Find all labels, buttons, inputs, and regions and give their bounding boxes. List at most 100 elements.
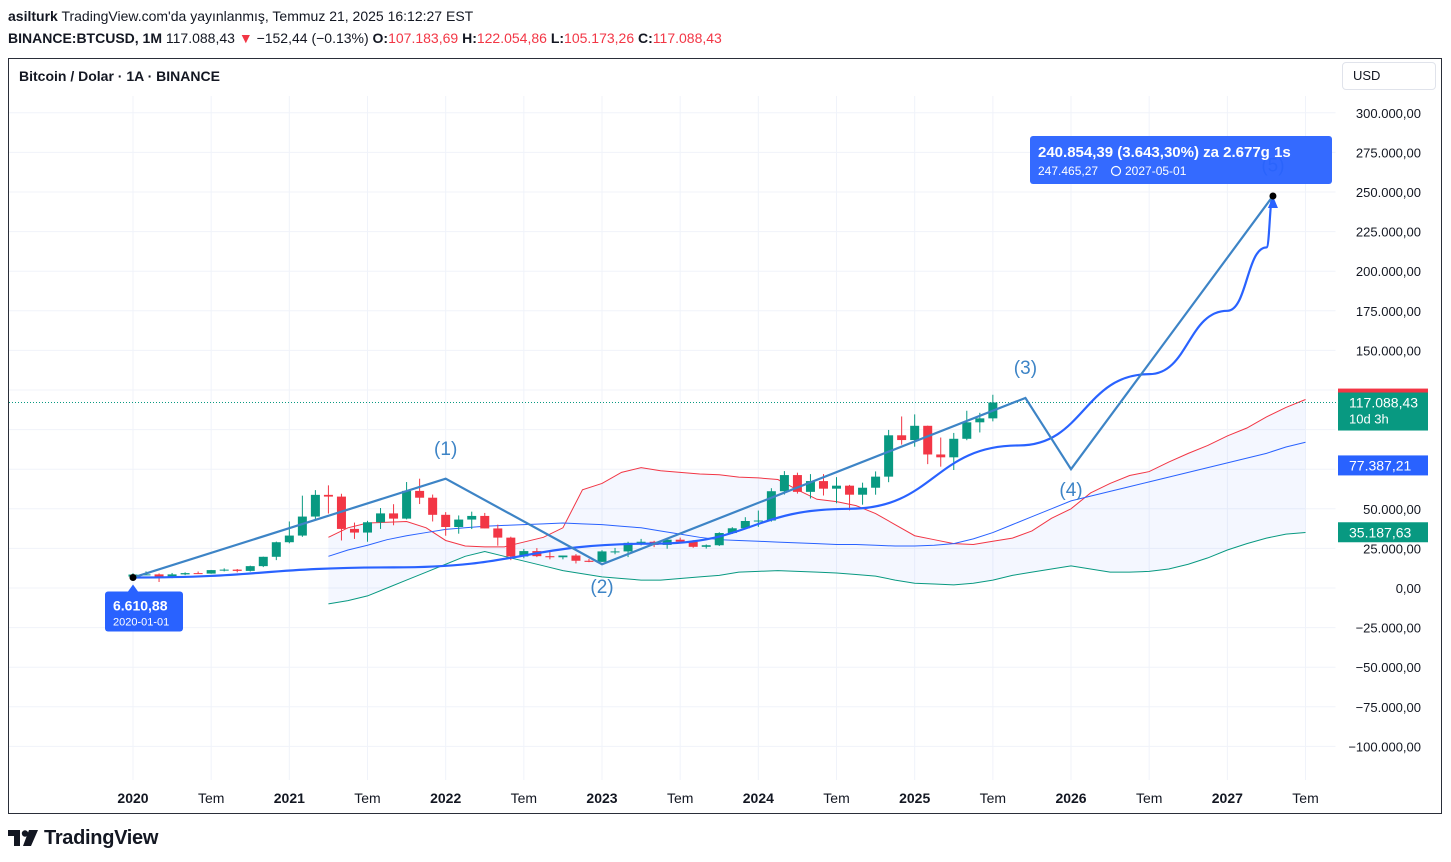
candle-body (675, 539, 685, 542)
y-tick-label: −25.000,00 (1356, 621, 1421, 636)
x-tick-label: Tem (980, 790, 1006, 806)
x-tick-label: 2022 (430, 790, 461, 806)
curve-arrow-head (1267, 196, 1278, 209)
y-tick-label: −75.000,00 (1356, 700, 1421, 715)
x-tick-label: Tem (823, 790, 849, 806)
forecast-curve (132, 194, 1275, 579)
x-tick-label: 2023 (586, 790, 617, 806)
candle-body (610, 551, 620, 553)
chart-title: Bitcoin / Dolar · 1A · BINANCE (19, 68, 220, 84)
candle-body (740, 520, 750, 529)
candle-body (493, 528, 503, 538)
bb-mid-line (328, 441, 1306, 557)
x-tick-label: Tem (1136, 790, 1162, 806)
target-line1: 240.854,39 (3.643,30%) za 2.677g 1s (1038, 144, 1291, 161)
wave-label: (2) (590, 577, 613, 598)
brand-name: TradingView (44, 826, 159, 849)
candle-body (910, 425, 920, 441)
candle-body (349, 528, 359, 533)
x-tick-label: 2025 (899, 790, 930, 806)
candle-body (323, 494, 333, 497)
y-tick-label: 275.000,00 (1356, 145, 1421, 160)
candle-body (415, 490, 425, 498)
candle-body (519, 551, 529, 557)
candle-body (962, 422, 972, 439)
candle-body (975, 418, 985, 423)
clock-icon (1110, 165, 1122, 177)
candle-body (402, 490, 412, 519)
candle-body (858, 487, 868, 495)
candle-body (714, 533, 724, 546)
candle-body (193, 573, 203, 575)
candle-body (949, 438, 959, 458)
candle-body (363, 522, 373, 533)
open-value: 107.183,69 (388, 30, 459, 46)
start-point (129, 574, 137, 582)
candle-body (597, 551, 607, 562)
start-label-box (105, 591, 183, 632)
bb-lower-line (328, 532, 1306, 605)
candle-body (753, 520, 763, 522)
x-tick-label: 2021 (274, 790, 305, 806)
y-tick-label: −50.000,00 (1356, 660, 1421, 675)
candle-body (779, 475, 789, 492)
x-tick-label: Tem (198, 790, 224, 806)
down-arrow-icon: ▼ (238, 30, 253, 46)
low-key: L: (550, 30, 565, 46)
open-key: O: (372, 30, 389, 46)
x-tick-label: 2026 (1055, 790, 1086, 806)
candle-body (232, 569, 242, 571)
candle-body (480, 515, 490, 529)
author-name: asilturk (8, 8, 58, 24)
symbol-label: BINANCE:BTCUSD, 1M (8, 30, 162, 46)
close-value: 117.088,43 (652, 30, 722, 46)
candle-body (271, 542, 281, 557)
y-tick-label: 300.000,00 (1356, 106, 1421, 121)
candle-body (206, 570, 216, 574)
y-tick-label: 25.000,00 (1363, 541, 1421, 556)
candle-body (897, 435, 907, 441)
candle-body (454, 519, 464, 528)
candle-body (154, 574, 164, 578)
bb-fill (328, 399, 1306, 604)
x-tick-label: 2024 (743, 790, 774, 806)
candle-body (258, 556, 268, 567)
candle-body (818, 481, 828, 489)
candle-body (506, 537, 516, 557)
chart-panel[interactable] (8, 58, 1442, 814)
y-tick-label: 200.000,00 (1356, 264, 1421, 279)
candle-body (636, 541, 646, 543)
price-tag-text: 35.187,63 (1349, 524, 1411, 540)
y-tick-label: −100.000,00 (1348, 739, 1421, 754)
y-tick-label: 50.000,00 (1363, 502, 1421, 517)
tradingview-logo[interactable]: TradingView (8, 826, 158, 850)
candle-body (310, 494, 320, 517)
price-tag-text: 117.088,43 (1349, 395, 1418, 411)
start-label-pointer (128, 584, 138, 592)
price-tag-bg (1338, 392, 1428, 431)
target-date: 2027-05-01 (1125, 164, 1187, 178)
x-tick-label: Tem (354, 790, 380, 806)
bb-upper-line (328, 399, 1306, 548)
candle-body (884, 435, 894, 477)
last-price: 117.088,43 (165, 30, 235, 46)
candle-body (558, 555, 568, 558)
y-tick-label: 150.000,00 (1356, 343, 1421, 358)
candle-body (584, 560, 594, 562)
price-change: −152,44 (−0.13%) (256, 30, 369, 46)
candle-body (284, 535, 294, 543)
x-tick-label: Tem (1292, 790, 1318, 806)
y-tick-label: 0,00 (1396, 581, 1421, 596)
y-tick-label: 225.000,00 (1356, 225, 1421, 240)
y-tick-label: 175.000,00 (1356, 304, 1421, 319)
low-value: 105.173,26 (564, 30, 635, 46)
candle-body (766, 491, 776, 521)
candle-body (389, 513, 399, 519)
currency-selector[interactable]: USD (1342, 62, 1436, 90)
candle-body (141, 574, 151, 576)
candle-body (571, 555, 581, 561)
price-tag-sub: 10d 3h (1349, 412, 1389, 427)
candle-body (832, 485, 842, 489)
x-tick-label: Tem (511, 790, 537, 806)
